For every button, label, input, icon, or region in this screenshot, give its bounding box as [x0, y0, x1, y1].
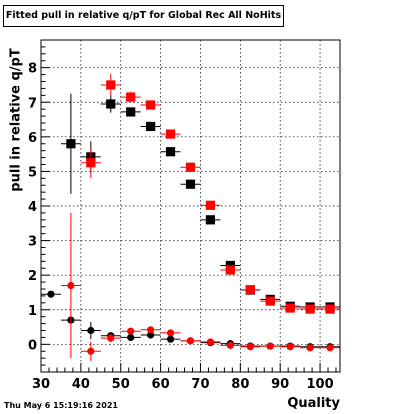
y-tick-label: 3 [28, 235, 37, 250]
chart-title: Fitted pull in relative q/pT for Global … [3, 5, 284, 27]
data-point [126, 92, 136, 102]
y-tick-label: 2 [28, 269, 37, 284]
data-point [127, 333, 135, 342]
data-point [146, 100, 156, 110]
data-point [325, 304, 335, 314]
x-tick-label: 30 [32, 377, 50, 392]
data-point [226, 341, 234, 349]
data-point [285, 303, 295, 313]
y-tick-label: 7 [28, 96, 37, 111]
y-tick-label: 6 [28, 131, 37, 146]
data-point [205, 200, 216, 210]
data-point [127, 327, 135, 335]
data-point [106, 80, 116, 90]
data-point [146, 121, 156, 132]
data-point [166, 335, 175, 343]
data-point [47, 290, 55, 298]
data-point [185, 179, 196, 189]
data-point [206, 338, 215, 346]
data-point [87, 326, 95, 335]
x-axis-label: Quality [287, 396, 340, 411]
x-tick-label: 60 [152, 377, 170, 392]
y-tick-label: 4 [28, 200, 37, 215]
x-tick-label: 80 [231, 377, 249, 392]
data-point [265, 296, 275, 306]
data-point [86, 158, 96, 168]
data-point [205, 215, 216, 225]
data-point [147, 326, 155, 334]
tick-labels: 30 40 50 60 70 80 90 100 0 1 2 3 4 5 6 7 8 [28, 62, 334, 392]
plot-frame [40, 39, 341, 373]
x-tick-label: 40 [72, 377, 90, 392]
data-point [147, 331, 155, 339]
y-axis-label: pull in relative q/pT [8, 48, 24, 192]
x-tick-label: 70 [191, 377, 209, 392]
data-point [107, 334, 115, 342]
data-point [245, 285, 255, 295]
data-point [305, 304, 315, 314]
data-point [87, 347, 95, 355]
data-point [326, 344, 334, 352]
x-tick-label: 50 [112, 377, 130, 392]
data-point [186, 337, 195, 345]
x-tick-label: 90 [271, 377, 289, 392]
data-point [225, 265, 235, 275]
timestamp-footer: Thu May 6 15:19:16 2021 [4, 401, 118, 410]
data-point [266, 342, 274, 350]
x-tick-label: 100 [306, 377, 333, 392]
data-point [67, 281, 75, 290]
y-tick-label: 5 [28, 165, 37, 180]
y-tick-label: 0 [28, 338, 37, 353]
data-point [306, 344, 314, 352]
data-marks [41, 73, 340, 361]
data-point [286, 343, 294, 351]
data-point [165, 129, 176, 139]
data-point [66, 139, 76, 149]
y-tick-label: 1 [28, 304, 37, 319]
y-tick-label: 8 [28, 62, 37, 77]
data-point [246, 343, 254, 351]
data-point [165, 147, 176, 157]
data-point [166, 329, 175, 337]
data-point [185, 162, 196, 172]
data-point [126, 107, 136, 117]
data-point [106, 99, 116, 109]
